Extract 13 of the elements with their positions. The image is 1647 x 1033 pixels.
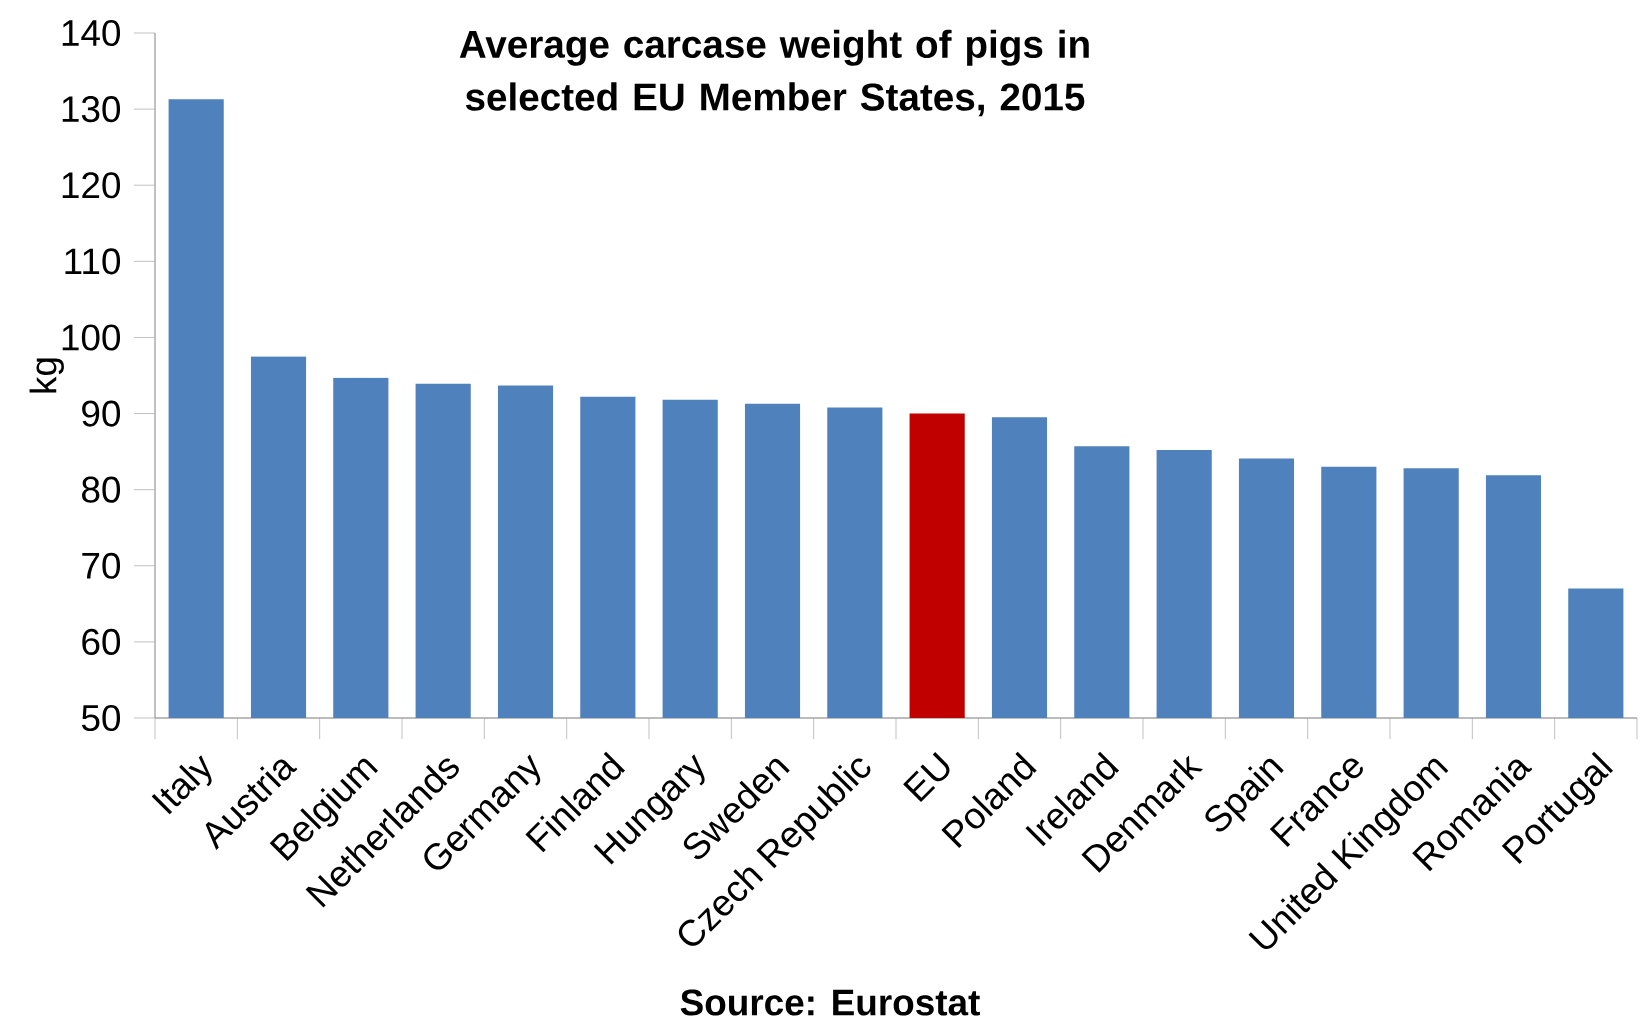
y-tick-label: 130 <box>62 96 121 123</box>
y-tick-label: 100 <box>62 324 121 351</box>
y-tick-label: 70 <box>82 552 121 579</box>
text: Average carcase weight of pigs in selected EU Member States, 2015 <box>459 29 1089 117</box>
y-tick-label: 110 <box>65 248 121 275</box>
y-tick-label: 50 <box>81 704 121 732</box>
y-tick-label: 60 <box>82 628 121 655</box>
y-axis-title: kg <box>29 358 64 393</box>
y-tick-label: 80 <box>82 476 121 503</box>
y-tick-label: 90 <box>82 400 121 427</box>
y-tick-label: 140 <box>62 19 121 47</box>
source-note: Source: Eurostat <box>680 989 980 1016</box>
y-tick-label: 120 <box>62 172 121 199</box>
